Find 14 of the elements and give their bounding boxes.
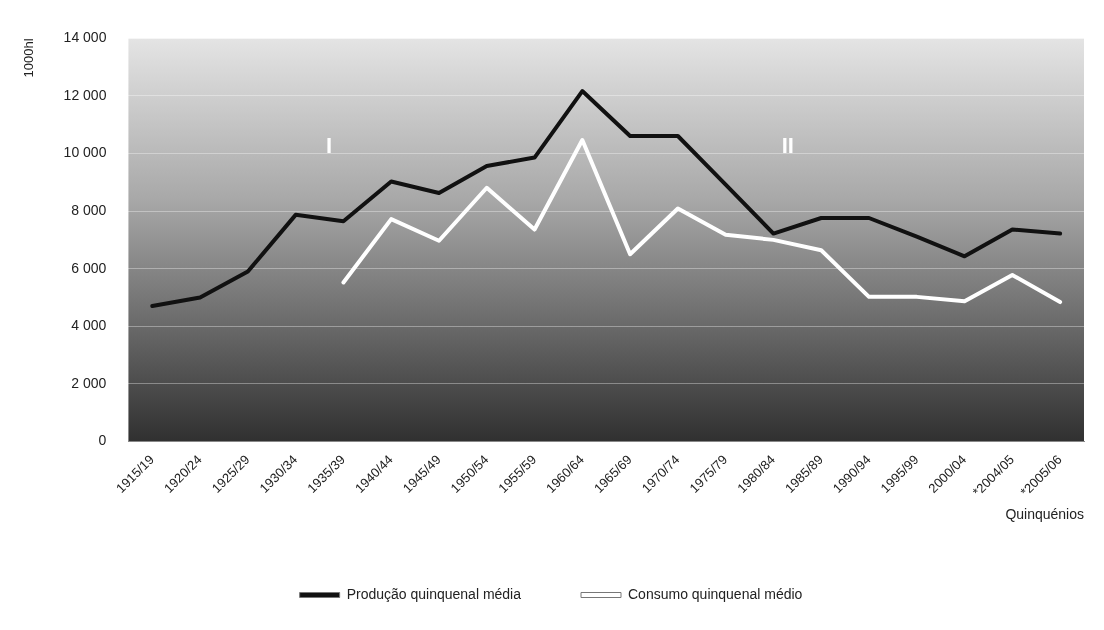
x-axis-title: Quinquénios [1005, 506, 1084, 523]
y-tick-label: 10 000 [63, 144, 107, 161]
y-tick-label: 12 000 [63, 86, 107, 103]
y-tick-label: 6 000 [71, 259, 107, 276]
annotation: II [781, 133, 794, 159]
y-tick-label: 4 000 [71, 317, 107, 334]
legend-label: Consumo quinquenal médio [628, 585, 803, 602]
y-axis-title: 1000hl [21, 38, 37, 78]
y-tick-label: 8 000 [71, 201, 107, 218]
legend-label: Produção quinquenal média [346, 585, 522, 602]
annotation: I [326, 133, 333, 159]
y-tick-label: 2 000 [71, 374, 107, 391]
y-tick-label: 0 [98, 432, 107, 449]
y-tick-label: 14 000 [63, 29, 107, 46]
